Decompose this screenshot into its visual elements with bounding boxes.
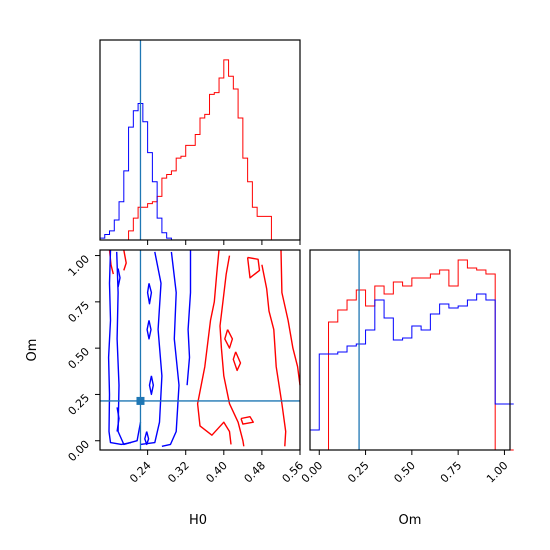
joint-xtick-label: 0.40 xyxy=(203,459,230,486)
joint-contour-red xyxy=(246,256,261,279)
om-histogram-frame xyxy=(309,249,511,451)
joint-contour-blue xyxy=(107,249,132,446)
joint-contour-red xyxy=(219,255,245,447)
joint-truth-marker xyxy=(136,396,145,405)
joint-ytick-label: 0.00 xyxy=(66,438,93,465)
joint-contour-red xyxy=(232,351,242,372)
joint-contour-blue xyxy=(116,251,142,446)
om-histogram-panel: 0.00 0.25 0.50 0.75 1.00 xyxy=(299,249,514,486)
om-histogram-xtick-label: 0.75 xyxy=(438,459,465,486)
om-histogram-xtick-label: 0.50 xyxy=(391,459,418,486)
joint-contour-blue xyxy=(140,251,163,446)
joint-contour-blue xyxy=(117,268,121,288)
joint-contour-blue xyxy=(144,431,150,446)
joint-contour-red xyxy=(123,249,127,271)
joint-contour-blue xyxy=(146,320,152,340)
joint-xtick-label: 0.48 xyxy=(242,459,269,486)
om-histogram-xtick-label: 0.00 xyxy=(299,459,326,486)
joint-contour-red xyxy=(261,264,287,447)
x-axis-label-h0: H0 xyxy=(189,513,207,528)
joint-contour-panel: 0.24 0.32 0.40 0.48 0.560.000.250.500.751.00 xyxy=(66,249,306,486)
joint-ytick-label: 0.25 xyxy=(66,391,93,418)
joint-xtick-label: 0.24 xyxy=(127,459,154,486)
joint-contour-red xyxy=(280,249,301,386)
om-histogram-red xyxy=(310,259,514,451)
h0-histogram-panel xyxy=(99,39,301,245)
joint-contour-red xyxy=(240,416,254,425)
joint-ytick-label: 0.75 xyxy=(66,299,93,326)
om-histogram-xtick-label: 0.25 xyxy=(345,459,372,486)
x-axis-label-om: Om xyxy=(399,513,422,528)
joint-contour-blue xyxy=(148,375,154,396)
joint-frame xyxy=(99,249,301,451)
y-axis-label-om: Om xyxy=(25,339,40,362)
joint-contour-blue xyxy=(146,283,153,305)
joint-contour-red xyxy=(196,249,232,445)
joint-contour-blue xyxy=(116,407,120,432)
om-histogram-blue xyxy=(309,293,514,450)
joint-ytick-label: 0.50 xyxy=(66,345,93,372)
h0-histogram-red xyxy=(100,59,300,241)
h0-histogram-frame xyxy=(99,39,301,241)
om-histogram-xtick-label: 1.00 xyxy=(484,459,511,486)
joint-contour-blue xyxy=(186,250,192,386)
joint-xtick-label: 0.32 xyxy=(165,459,192,486)
joint-contour-blue xyxy=(161,251,180,447)
joint-contour-red xyxy=(224,329,234,349)
joint-ytick-label: 1.00 xyxy=(66,252,93,279)
